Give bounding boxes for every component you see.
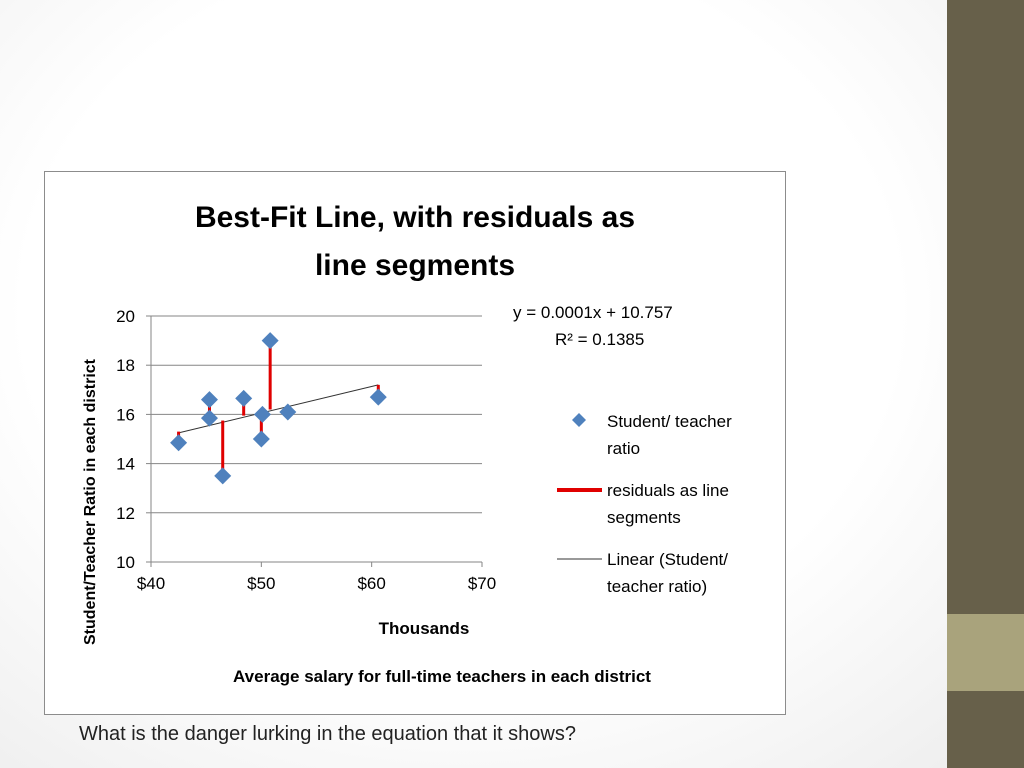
y-axis-label: Student/Teacher Ratio in each district: [82, 358, 99, 645]
legend: Student/ teacher ratio residuals as line…: [557, 412, 737, 596]
slide-side-accent: [947, 614, 1024, 691]
x-axis-units-label: Thousands: [379, 619, 470, 638]
r-squared: R² = 0.1385: [555, 330, 644, 349]
legend-label-scatter: Student/ teacher ratio: [607, 412, 737, 458]
legend-label-scatter-line-1: Student/ teacher: [607, 412, 732, 431]
x-tick-label-60: $60: [357, 574, 385, 593]
data-point-10: [369, 388, 387, 406]
scatter-chart: 10 12 14 16 18 20 $40 $50 $60 $70 Best-Fit Line, …: [82, 201, 737, 686]
chart-title-line-2: line segments: [315, 249, 515, 282]
trendline-layer: [178, 384, 379, 434]
x-tick-label-70: $70: [468, 574, 496, 593]
y-tick-label-16: 16: [116, 405, 135, 424]
legend-label-residual-line-2: segments: [607, 508, 681, 527]
legend-marker-scatter-icon: [572, 413, 586, 427]
x-tick-label-50: $50: [247, 574, 275, 593]
y-tick-label-18: 18: [116, 356, 135, 375]
slide-caption: What is the danger lurking in the equati…: [79, 723, 576, 745]
y-tick-label-20: 20: [116, 307, 135, 326]
trend-equation: y = 0.0001x + 10.757: [513, 303, 673, 322]
data-point-8: [261, 332, 279, 350]
axes: [146, 315, 483, 567]
data-point-7: [253, 405, 271, 423]
data-point-5: [235, 389, 253, 407]
x-axis-label: Average salary for full-time teachers in…: [233, 667, 651, 686]
residual-layer: [177, 340, 380, 476]
tick-labels: 10 12 14 16 18 20 $40 $50 $60 $70: [116, 307, 496, 593]
data-point-3: [200, 409, 218, 427]
legend-label-residual-line-1: residuals as line: [607, 481, 729, 500]
legend-label-trendline-line-2: teacher ratio): [607, 577, 707, 596]
data-point-4: [214, 467, 232, 485]
data-point-6: [252, 430, 270, 448]
gridlines: [151, 315, 482, 514]
data-point-9: [279, 403, 297, 421]
legend-label-scatter-line-2: ratio: [607, 439, 640, 458]
y-tick-label-10: 10: [116, 553, 135, 572]
points-layer: [170, 332, 387, 485]
trendline: [178, 384, 379, 434]
legend-label-trendline-line-1: Linear (Student/: [607, 550, 728, 569]
x-tick-label-40: $40: [137, 574, 165, 593]
data-point-2: [200, 391, 218, 409]
y-tick-label-12: 12: [116, 504, 135, 523]
legend-label-residual: residuals as line segments: [607, 481, 734, 527]
y-tick-label-14: 14: [116, 455, 135, 474]
data-point-1: [170, 434, 188, 452]
chart-title-line-1: Best-Fit Line, with residuals as: [195, 201, 635, 234]
chart-frame: 10 12 14 16 18 20 $40 $50 $60 $70 Best-Fit Line, …: [44, 171, 786, 715]
legend-label-trendline: Linear (Student/ teacher ratio): [607, 550, 733, 596]
